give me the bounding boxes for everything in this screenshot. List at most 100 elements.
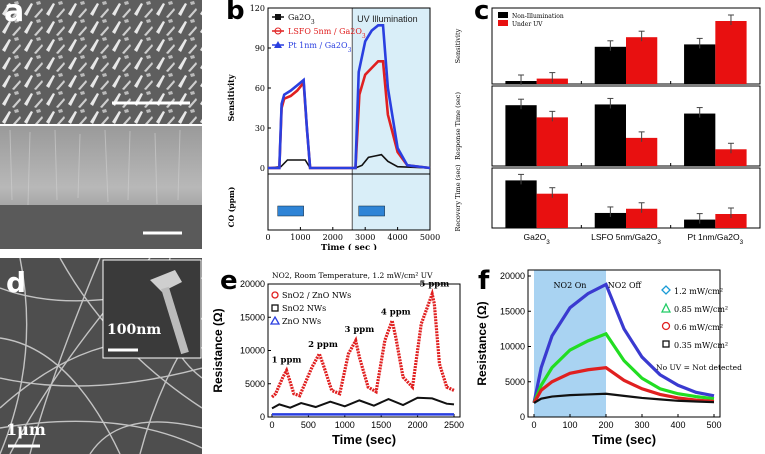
bar-1-3-1 [684, 44, 716, 84]
bar-2-1-2 [536, 117, 568, 166]
main-scale-label: 1μm [6, 420, 46, 439]
panel-c-chart: Sensitivity Response Time (sec) Recovery T… [454, 7, 761, 246]
legend-label-1: 1.2 mW/cm² [674, 287, 723, 296]
x-tick-label: 3000 [355, 233, 375, 242]
bar-3-2-2 [626, 208, 658, 228]
y-tick-label: 60 [255, 84, 265, 93]
y-tick-label: 20000 [240, 279, 265, 289]
x-axis-label: Time (sec) [592, 432, 656, 447]
ppm-annotation-3: 3 ppm [344, 325, 374, 335]
y-tick-label: 30 [255, 124, 265, 133]
x-tick-label: 0 [269, 420, 274, 430]
bar-2-2-2 [626, 137, 658, 166]
y-axis-label: Resistance (Ω) [475, 301, 489, 385]
series-line-1 [532, 282, 715, 404]
bar-3-1-2 [536, 193, 568, 228]
x-tick-label: 500 [301, 420, 316, 430]
panel-a-sem [0, 0, 202, 249]
y-tick-label: 15000 [500, 306, 525, 316]
no2-on-label: NO2 On [554, 281, 587, 290]
series-line-1 [270, 288, 455, 399]
panel-d-sem [0, 258, 202, 454]
ppm-annotation-4: 4 ppm [381, 308, 411, 318]
bar-1-3-2 [715, 21, 747, 84]
x-tick-label: 2000 [408, 420, 428, 430]
subplot-ylabel-2: Response Time (sec) [454, 92, 462, 160]
co-pulse [358, 205, 385, 217]
y-tick-label: 120 [250, 4, 265, 13]
legend-swatch-1 [498, 12, 508, 18]
legend-marker-square [275, 14, 281, 20]
inset-scale-label: 100nm [107, 322, 162, 338]
panel-a: a [0, 0, 202, 249]
y-tick-label: 10000 [240, 346, 265, 356]
plot-frame [527, 269, 721, 418]
co-pulse [277, 205, 304, 217]
y-tick-label: 20000 [500, 271, 525, 281]
legend-marker-circle [271, 291, 279, 299]
x-tick-label: 400 [670, 420, 685, 430]
chart-title: NO2, Room Temperature, 1.2 mW/cm² UV [272, 271, 433, 280]
category-label-2: LSFO 5nm/Ga2O3 [591, 232, 661, 246]
legend-label-2: LSFO 5nm / Ga2O3 [288, 27, 366, 40]
panel-d-inset [102, 259, 202, 359]
ppm-annotation-2: 2 ppm [308, 340, 338, 350]
panel-label-b: b [226, 0, 245, 26]
legend-label-1: Ga2O3 [288, 13, 315, 26]
series-line-2 [271, 396, 455, 410]
panel-b-chart: 0 30 60 90 120 0 1000 2000 3000 4000 5000 Time ( se… [226, 4, 440, 250]
panel-e-chart: 0 5000 10000 15000 20000 0 500 1000 1500 2000 2500… [211, 271, 464, 447]
legend-label-1: Non-Illumination [512, 13, 564, 20]
y-axis-label-bottom: CO (ppm) [227, 187, 236, 228]
x-axis-label: Time (sec) [332, 432, 396, 447]
panel-d: d 100nm 1μm [0, 258, 202, 454]
panel-label-c: c [474, 0, 490, 26]
bar-2-3-1 [684, 113, 716, 166]
x-axis-label: Time ( sec ) [321, 242, 377, 250]
panel-label-d: d [6, 266, 27, 299]
legend-marker-square [271, 304, 279, 312]
legend-label-2: SnO2 NWs [282, 304, 326, 313]
panel-e: 0 5000 10000 15000 20000 0 500 1000 1500 2000 2500… [210, 262, 472, 454]
series-line-2 [532, 331, 715, 404]
y-tick-label: 0 [260, 412, 265, 422]
legend-marker-triangle [274, 41, 282, 48]
category-label-3: Pt 1nm/Ga2O3 [688, 232, 744, 246]
bar-3-3-1 [684, 219, 716, 228]
y-tick-label: 15000 [240, 312, 265, 322]
panel-label-f: f [478, 266, 490, 296]
panel-f-chart: 0 5000 10000 15000 20000 0 100 200 300 400 500 Time… [475, 269, 742, 447]
subplot-ylabel-1: Sensitivity [454, 28, 462, 63]
panel-label-e: e [220, 266, 238, 296]
legend-label-1: SnO2 / ZnO NWs [282, 291, 351, 300]
legend-label-3: ZnO NWs [282, 317, 321, 326]
no2-off-label: NO2 Off [608, 281, 643, 290]
legend-label-3: 0.6 mW/cm² [674, 323, 723, 332]
bar-2-2-1 [594, 104, 626, 166]
y-tick-label: 90 [255, 44, 265, 53]
panel-c: Sensitivity Response Time (sec) Recovery T… [442, 0, 765, 250]
plot-frame [267, 7, 431, 231]
panel-b: 0 30 60 90 120 0 1000 2000 3000 4000 5000 Time ( se… [222, 0, 440, 250]
y-tick-label: 0 [520, 412, 525, 422]
y-tick-label: 5000 [505, 377, 525, 387]
bar-3-3-2 [715, 214, 747, 228]
series-line-3 [532, 365, 715, 404]
legend-marker-diamond [661, 285, 671, 295]
ppm-annotation-1: 1 ppm [272, 355, 302, 365]
subplot-ylabel-3: Recovery Time (sec) [454, 164, 462, 232]
x-tick-label: 0 [531, 420, 536, 430]
bar-2-1-1 [505, 105, 537, 166]
bar-1-2-2 [626, 37, 658, 84]
y-axis-label-top: Sensitivity [226, 74, 236, 121]
legend-marker-triangle [269, 315, 281, 325]
legend-marker-square [662, 340, 670, 348]
x-tick-label: 0 [265, 233, 270, 242]
bar-3-2-1 [594, 212, 626, 228]
uv-annotation: UV Illumination [357, 14, 418, 24]
no2-on-region [534, 270, 606, 417]
x-tick-label: 500 [706, 420, 721, 430]
x-tick-label: 300 [634, 420, 649, 430]
series-line-3 [268, 24, 431, 170]
legend-label-2: 0.85 mW/cm² [674, 305, 728, 314]
